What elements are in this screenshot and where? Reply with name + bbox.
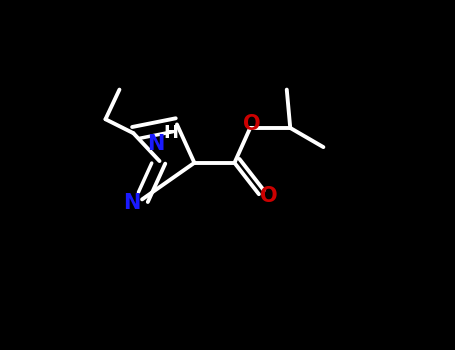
- Text: N: N: [147, 134, 165, 154]
- Text: O: O: [260, 186, 278, 206]
- Text: H: H: [164, 124, 179, 142]
- Text: O: O: [243, 114, 261, 134]
- Text: N: N: [123, 193, 140, 213]
